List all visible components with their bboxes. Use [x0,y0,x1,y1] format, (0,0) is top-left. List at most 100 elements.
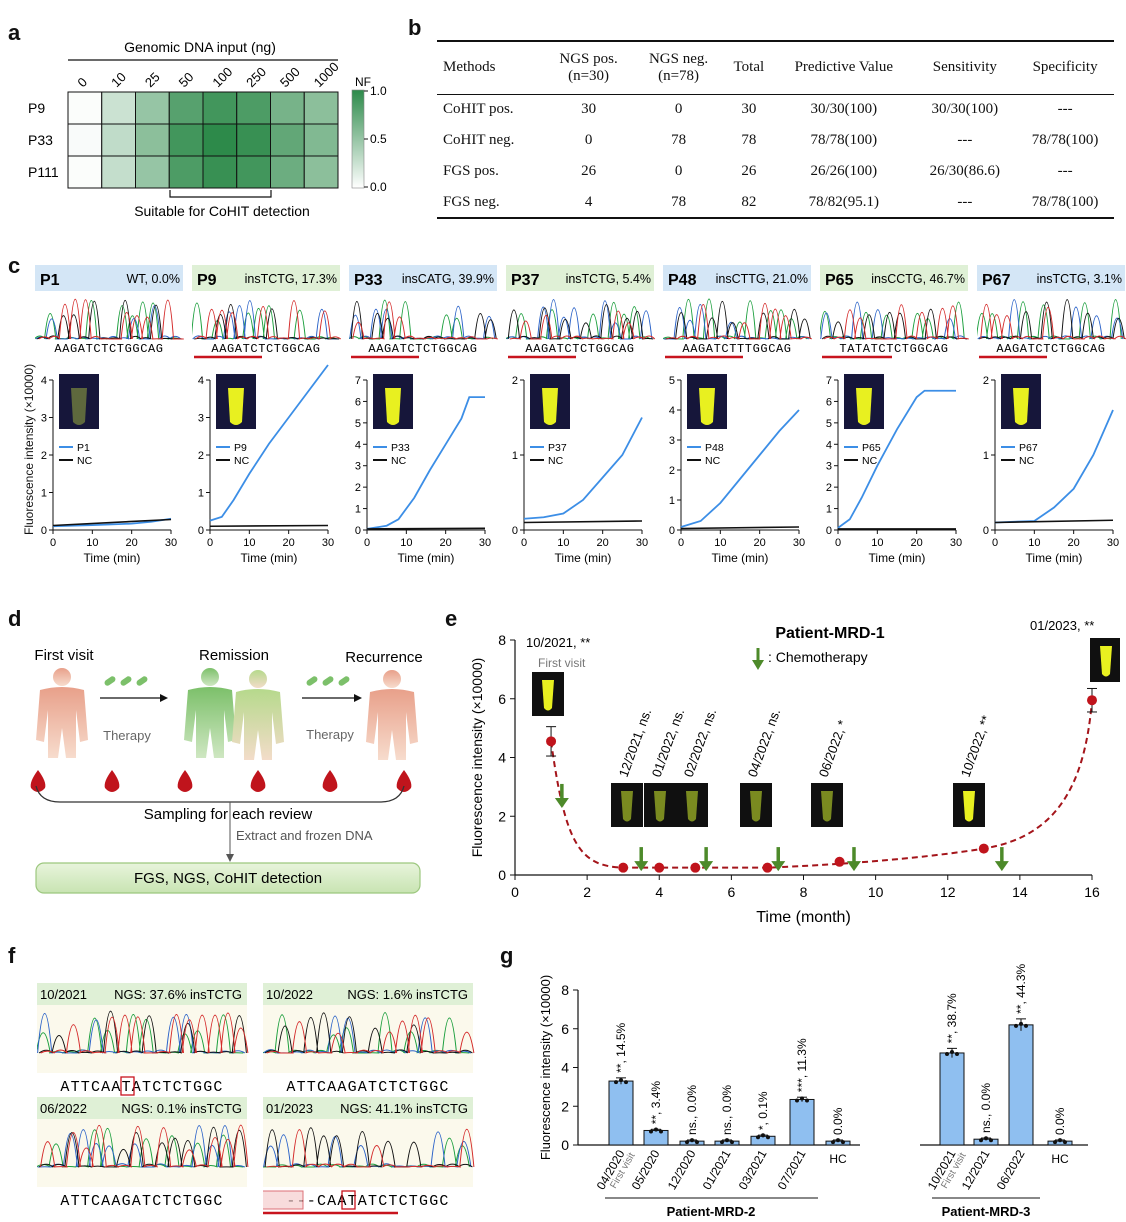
data-point [1087,695,1097,706]
y-tick-label: 6 [561,1021,569,1037]
x-tick-label: 0 [50,537,56,549]
heatmap-cell [101,155,136,189]
x-tick-label: 8 [800,884,808,900]
heatmap-cell [270,155,305,189]
detection-box [35,862,421,894]
trace-line [38,1010,247,1054]
y-tick-label: 0 [512,525,518,537]
point-label: 10/2022, ** [958,713,994,779]
mutation-box [120,1076,135,1096]
ngs-result: NGS: 37.6% insTCTG [114,987,242,1002]
blood-drop-icon [250,770,266,792]
y-tick-label: 0 [498,867,506,883]
table-cell: CoHIT neg. [443,132,515,148]
sample-id: P33 [354,272,383,289]
category-label: 01/2021 [700,1147,734,1192]
table-cell: --- [1057,101,1073,118]
heatmap-column-label: 0 [74,74,90,90]
sampling-brace [35,785,405,803]
colorbar-title: NF [355,75,371,89]
y-axis-label: Fluorescence intensity (×10000) [538,975,553,1160]
bar-annotation: 0.0% [831,1107,845,1135]
bar-annotation: ***, 11.3% [795,1038,809,1092]
y-tick-label: 5 [355,418,361,430]
heatmap-row-label: P33 [28,132,53,148]
heatmap-cell [168,155,204,189]
heatmap-panel-a: Genomic DNA input (ng) 0 10 25 50 100 250 500 1… [28,39,387,219]
heatmap-row-label: P9 [28,100,45,116]
bar [608,1080,634,1146]
tube-icon [542,680,554,711]
x-tick-label: 10 [557,537,569,549]
panel-letter-f: f [8,943,16,968]
tube-icon [856,388,872,425]
replicate-dot [614,1080,618,1085]
x-tick-label: 0 [364,537,370,549]
trend-curve [550,700,1093,869]
th-ngs-neg-text: NGS neg.(n=78) [648,50,709,84]
arrowhead-icon [554,797,569,808]
y-tick-label: 2 [983,375,989,387]
sequence-text: ATTCAATATCTCTGGC [60,1079,223,1096]
replicate-dot [624,1080,628,1085]
trace-line [35,305,182,340]
trace-line [38,299,184,340]
heatmap-cell [67,123,103,157]
series-line-nc [52,518,172,527]
x-tick-label: 20 [283,537,295,549]
legend-label-sample: P37 [548,442,567,454]
sample-id: P48 [668,272,697,289]
th-sensitivity: Sensitivity [932,59,997,76]
x-axis-label: Time (min) [241,551,298,565]
table-cell: 30/30(100) [931,101,999,118]
replicate-dot [805,1098,809,1103]
arrowhead-icon [226,854,234,862]
x-tick-label: 10 [400,537,412,549]
sample-id: P37 [511,272,540,289]
trace-line [266,1129,475,1168]
trace-line [666,302,813,340]
heatmap-cell [236,155,271,189]
y-tick-label: 6 [498,691,506,707]
bar-annotation: **, 3.4% [649,1081,663,1125]
y-tick-label: 3 [669,435,675,447]
trace-line [36,300,183,340]
bar-annotation: ns., 0.0% [685,1085,699,1135]
y-tick-label: 3 [41,413,47,425]
y-tick-label: 0 [198,525,204,537]
panel-letter-a: a [8,20,21,45]
table-cell: 26 [741,163,757,179]
replicate-dot [945,1051,949,1056]
trace-line [350,301,497,340]
bar [939,1052,965,1146]
sample-mutation: WT, 0.0% [127,272,181,286]
table-row: FGS pos. 26 0 26 26/26(100) 26/30(86.6) --- [437,156,1114,187]
trace-line [820,301,965,340]
blood-drop-icons [30,770,412,792]
amplification-panel: P65 insCCTG, 46.7% TATATCTCTGGCAG 0 1 2 3 4 5 6 7 0… [820,265,969,565]
suitable-label: Suitable for CoHIT detection [134,203,310,219]
x-tick-label: 20 [126,537,138,549]
x-tick-label: 14 [1012,884,1028,900]
legend-label-nc: NC [77,455,93,467]
legend-label-nc: NC [862,455,878,467]
y-tick-label: 2 [561,1098,569,1114]
point-label: 12/2021, ns. [616,707,655,779]
table-header-row: Methods NGS pos.(n=30) NGS neg.(n=78) To… [437,41,1114,94]
replicate-dot [955,1051,959,1056]
category-label: 03/2021 [736,1147,770,1192]
group-label: Patient-MRD-2 [667,1204,756,1219]
sample-header [663,265,811,291]
tube-icon [1013,388,1029,425]
x-tick-label: 20 [597,537,609,549]
point-label: 01/2022, ns. [649,707,688,779]
point-label: 01/2023, ** [1030,618,1094,633]
replicate-dot [730,1140,734,1145]
replicate-dot [1053,1140,1057,1145]
bar-annotation: ns., 0.0% [979,1083,993,1133]
table-cell: 78/78(100) [810,132,878,148]
sequence-text: AAGATCTCTGGCAG [996,342,1105,356]
first-visit-label: First visit [34,647,94,664]
extract-label: Extract and frozen DNA [236,828,373,843]
y-tick-label: 1 [41,488,47,500]
